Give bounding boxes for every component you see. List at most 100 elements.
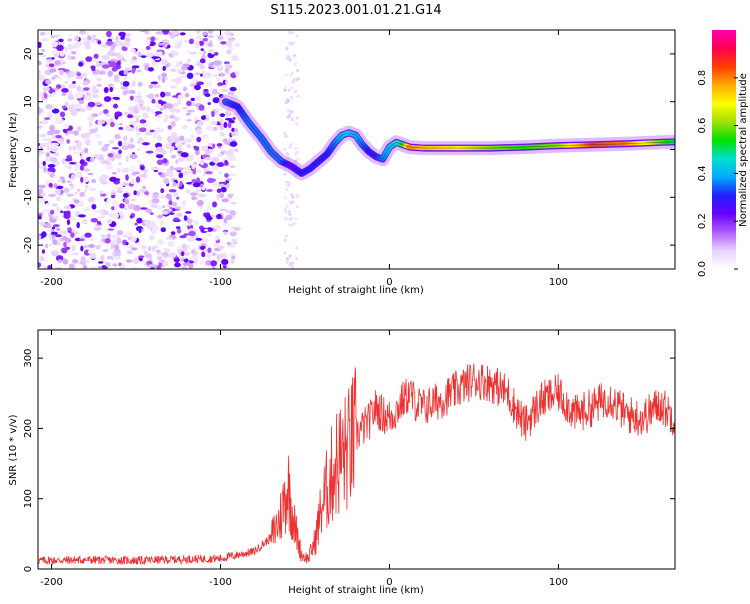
noise-blob [158,258,163,264]
noise-blob [113,153,122,159]
noise-blob [111,252,115,258]
noise-blob [45,152,50,158]
noise-blob [192,168,197,175]
noise-blob [142,142,150,146]
snr-y-label: SNR (10 * v/v) [8,414,19,485]
noise-blob [110,194,116,199]
noise-blob [165,237,174,240]
noise-blob [156,214,163,219]
noise-blob [283,237,287,241]
noise-blob [41,138,50,141]
noise-blob [61,92,67,96]
noise-blob [66,139,71,144]
noise-blob [180,251,185,257]
noise-blob [218,171,223,174]
noise-blob [198,50,204,56]
noise-blob [171,201,178,207]
noise-blob [43,37,48,42]
noise-blob [133,171,140,175]
noise-blob [84,176,89,183]
noise-blob [51,226,56,230]
noise-blob [199,260,204,266]
noise-blob [104,237,111,244]
noise-blob [47,163,56,168]
noise-blob [80,176,84,183]
noise-blob [155,93,159,98]
noise-blob [70,174,75,180]
noise-blob [186,218,193,224]
noise-blob [134,222,138,226]
noise-blob [155,31,164,35]
noise-blob [133,107,140,114]
noise-blob [170,231,176,235]
noise-blob [188,263,194,269]
noise-blob [112,96,120,100]
noise-blob [290,216,294,220]
noise-blob [185,112,191,116]
noise-blob [83,166,87,170]
noise-blob [129,89,136,95]
noise-blob [73,166,80,171]
noise-blob [87,196,96,203]
noise-blob [182,262,190,266]
noise-blob [286,98,290,102]
noise-blob [49,68,57,73]
noise-blob [71,51,77,55]
noise-blob [292,222,296,226]
noise-blob [133,242,142,246]
noise-blob [67,38,73,42]
noise-blob [179,135,185,141]
noise-blob [164,91,172,97]
noise-blob [98,176,107,183]
noise-blob [208,167,212,170]
noise-blob [188,38,194,45]
noise-blob [78,200,85,207]
noise-blob [177,157,185,162]
noise-blob [67,227,73,231]
noise-blob [296,157,300,161]
noise-blob [151,245,156,252]
noise-blob [56,206,61,212]
noise-blob [96,83,102,88]
noise-blob [118,140,123,147]
noise-blob [210,120,218,126]
noise-blob [170,120,176,127]
noise-blob [180,141,186,145]
noise-blob [185,155,194,162]
noise-blob [284,135,288,139]
noise-blob [180,152,189,158]
noise-blob [51,108,60,114]
noise-blob [205,215,213,221]
noise-blob [38,41,42,49]
noise-blob [170,78,175,83]
noise-blob [55,135,62,139]
noise-blob [183,166,192,171]
noise-blob [61,179,66,184]
noise-blob [193,146,200,151]
noise-blob [221,258,229,266]
noise-blob [212,91,221,95]
noise-blob [206,253,212,259]
noise-blob [200,134,209,139]
noise-blob [148,84,154,89]
noise-blob [83,147,89,154]
noise-blob [231,132,237,136]
noise-blob [161,76,166,83]
noise-blob [201,186,206,191]
noise-blob [211,156,220,164]
noise-blob [38,143,41,147]
noise-blob [101,234,107,238]
noise-blob [86,115,95,122]
noise-blob [59,118,64,123]
noise-blob [41,197,46,202]
noise-blob [296,94,300,98]
noise-blob [103,109,109,115]
noise-blob [129,137,134,144]
noise-blob [67,72,72,79]
noise-blob [183,233,190,236]
noise-blob [152,84,161,89]
noise-blob [291,80,295,84]
noise-blob [78,99,83,104]
noise-blob [38,184,46,189]
colorbar-tick-label: 0.8 [697,70,708,86]
